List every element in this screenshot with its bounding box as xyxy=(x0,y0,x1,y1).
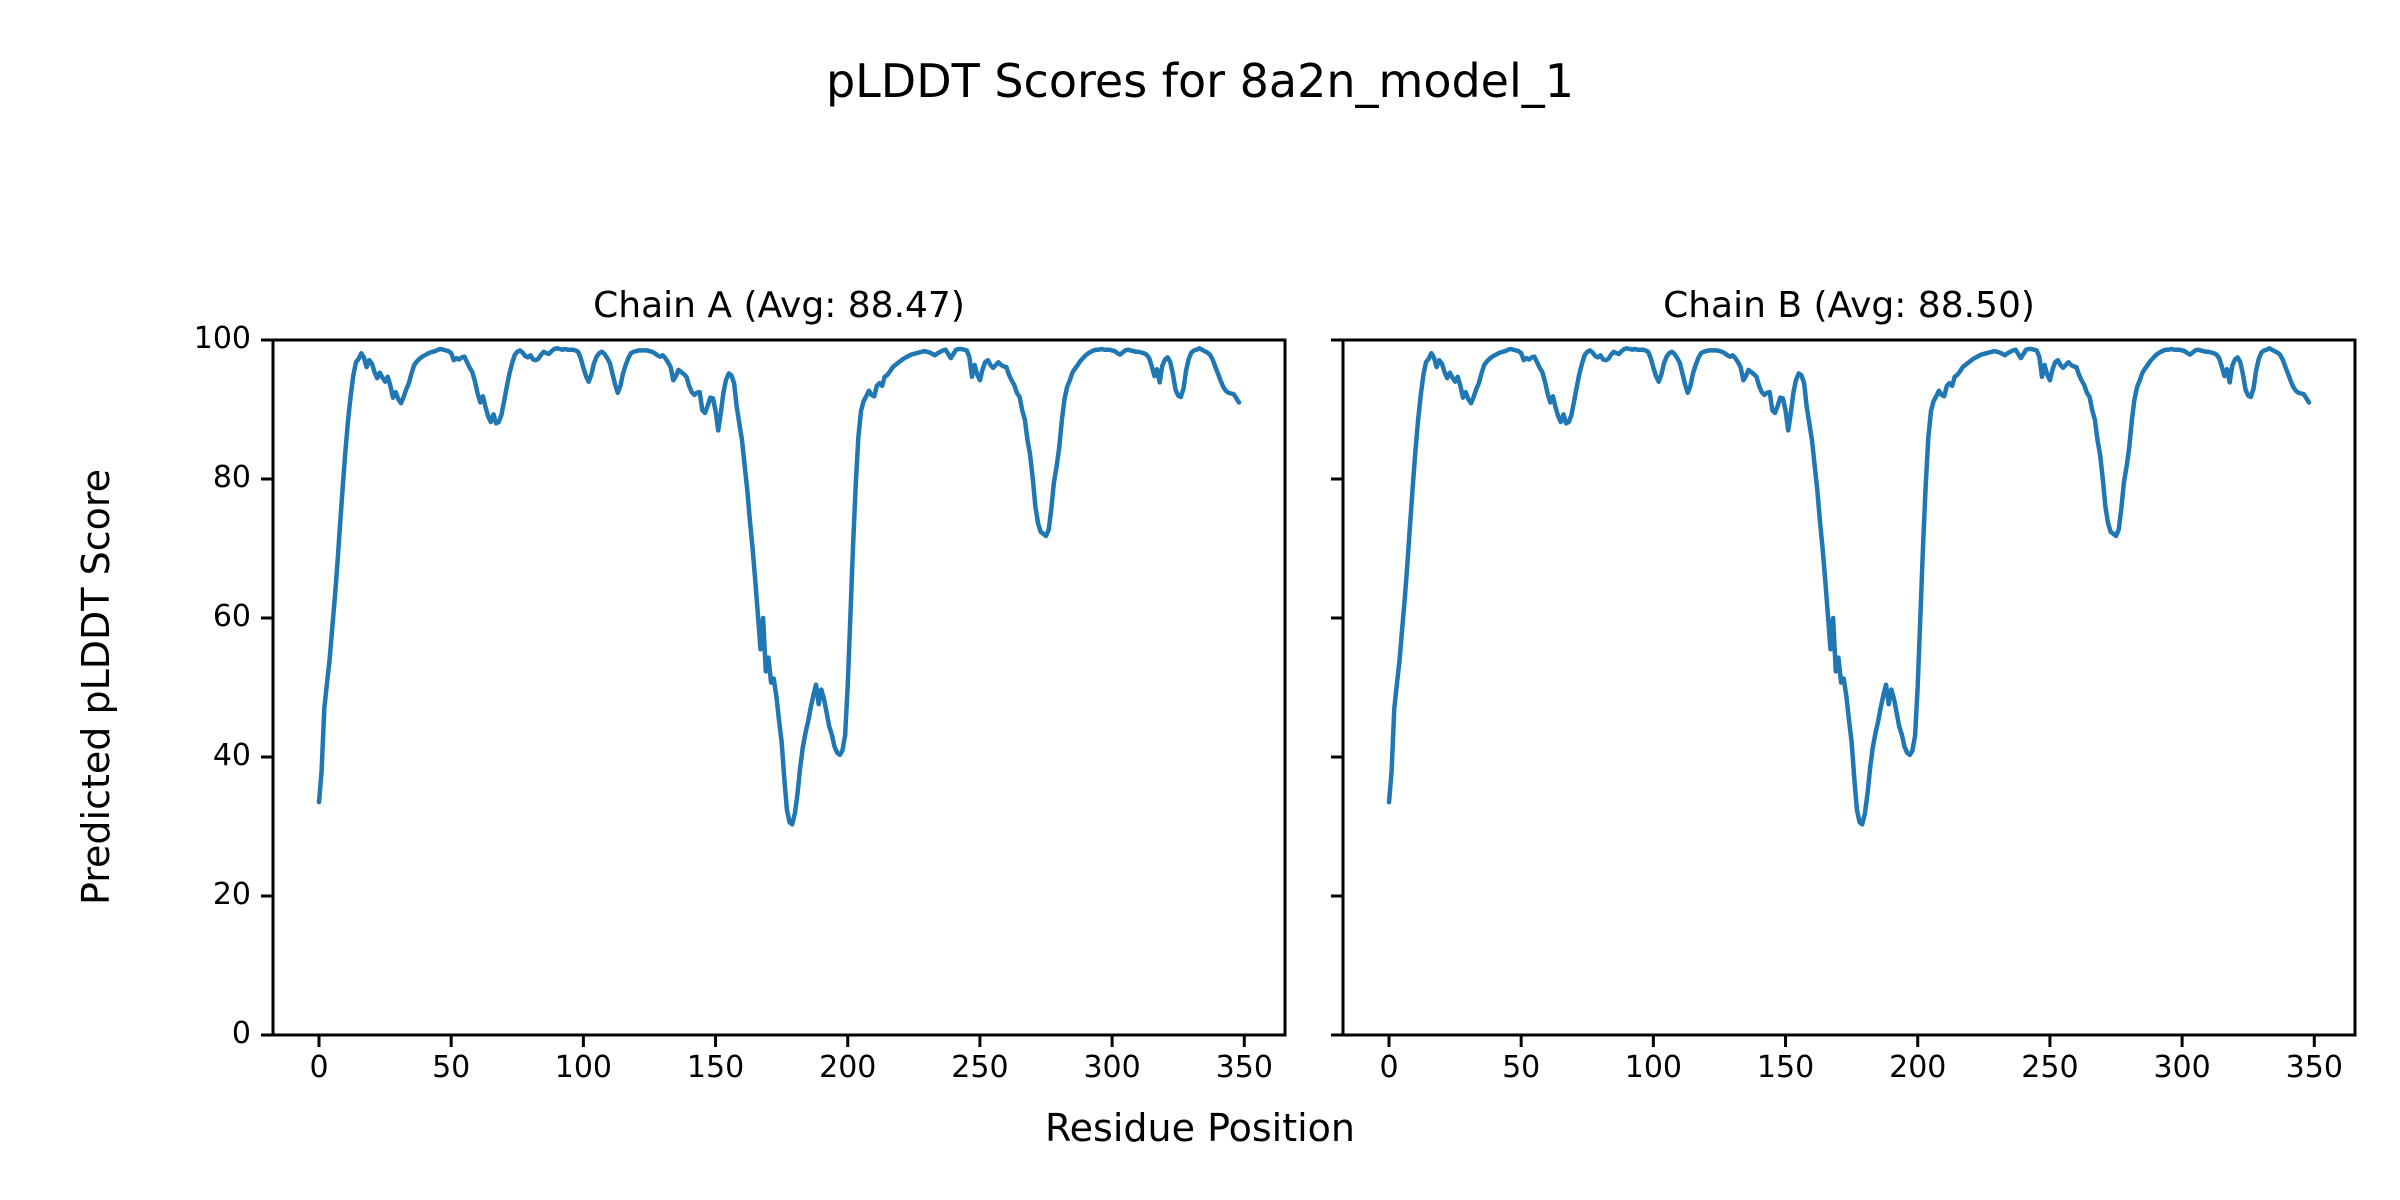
subplot-chain-a xyxy=(261,338,1287,1047)
plddt-line-chain-b xyxy=(1386,346,2312,827)
x-tick-label: 250 xyxy=(2021,1050,2079,1085)
x-tick-label: 0 xyxy=(309,1050,329,1085)
x-tick-label: 50 xyxy=(1502,1050,1541,1085)
subplot-title-chain-b: Chain B (Avg: 88.50) xyxy=(1663,285,2035,326)
x-tick-label: 300 xyxy=(1083,1050,1141,1085)
y-tick-label: 80 xyxy=(212,460,251,496)
x-tick-label: 200 xyxy=(819,1050,877,1085)
y-tick-label: 100 xyxy=(193,321,251,357)
y-tick-label: 0 xyxy=(231,1016,251,1052)
figure-title: pLDDT Scores for 8a2n_model_1 xyxy=(825,54,1575,108)
axes-frame xyxy=(1341,338,2357,1037)
x-tick-label: 300 xyxy=(2153,1050,2211,1085)
subplot-chain-b xyxy=(1331,338,2357,1047)
x-tick-label: 150 xyxy=(686,1050,745,1085)
x-tick-label: 0 xyxy=(1379,1050,1399,1085)
x-tick-label: 100 xyxy=(554,1050,612,1085)
x-axis-label: Residue Position xyxy=(1044,1106,1356,1150)
plddt-line-chain-a xyxy=(316,346,1242,827)
x-tick-label: 350 xyxy=(1215,1050,1273,1085)
y-tick-label: 20 xyxy=(212,877,251,913)
y-tick-label: 60 xyxy=(212,599,251,635)
x-tick-label: 100 xyxy=(1624,1050,1682,1085)
y-tick-label: 40 xyxy=(212,738,251,774)
subplot-title-chain-a: Chain A (Avg: 88.47) xyxy=(593,285,965,326)
x-tick-label: 250 xyxy=(951,1050,1009,1085)
axes-frame xyxy=(271,338,1287,1037)
x-tick-label: 200 xyxy=(1889,1050,1947,1085)
x-tick-label: 50 xyxy=(432,1050,471,1085)
x-tick-label: 350 xyxy=(2285,1050,2343,1085)
x-tick-label: 150 xyxy=(1756,1050,1815,1085)
